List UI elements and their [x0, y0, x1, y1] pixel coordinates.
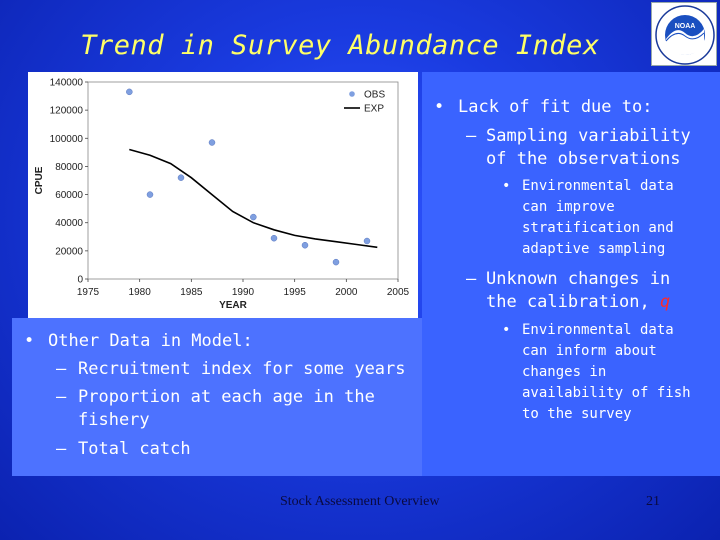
- legend-exp-label: EXP: [364, 104, 384, 115]
- obs-point: [177, 174, 185, 181]
- obs-point: [301, 241, 309, 249]
- sub2-line3: changes in: [522, 364, 607, 380]
- y-tick-label: 0: [77, 275, 83, 286]
- item2-marker: –: [56, 387, 67, 407]
- obs-point: [146, 191, 154, 198]
- item3-marker: –: [56, 439, 67, 459]
- item1-marker: –: [56, 359, 67, 379]
- right-bullet-marker: •: [434, 97, 445, 117]
- sub2-line5: to the survey: [522, 406, 632, 422]
- x-tick-label: 1985: [180, 287, 203, 298]
- legend-obs-marker: [349, 91, 355, 97]
- item1-line1: Recruitment index for some years: [78, 359, 406, 379]
- obs-point: [250, 213, 257, 221]
- item3-line1: Total catch: [78, 439, 191, 459]
- left-text-panel: • Other Data in Model: – Recruitment ind…: [12, 318, 422, 476]
- obs-point: [126, 88, 133, 96]
- obs-point: [208, 139, 216, 146]
- y-tick-label: 100000: [50, 134, 84, 145]
- y-tick-label: 20000: [55, 246, 83, 257]
- sub1-line1: Environmental data: [522, 178, 674, 194]
- obs-point: [363, 237, 371, 245]
- cpue-chart: 0 20000 40000 60000 80000 100000 120000 140000 1…: [28, 72, 418, 318]
- dash1-marker: –: [466, 126, 477, 146]
- dash1-line2: of the observations: [486, 149, 681, 169]
- plot-area: [87, 81, 399, 280]
- page-number: 21: [646, 494, 660, 509]
- x-tick-label: 1975: [77, 287, 100, 298]
- footer-title: Stock Assessment Overview: [280, 494, 440, 509]
- legend-obs-label: OBS: [364, 90, 385, 101]
- x-tick-label: 2000: [335, 287, 358, 298]
- sub1-line3: stratification and: [522, 220, 674, 236]
- slide-title: Trend in Survey Abundance Index: [80, 30, 600, 61]
- y-tick-label: 120000: [50, 106, 84, 117]
- sub2-marker: •: [502, 322, 511, 338]
- y-axis-label: CPUE: [34, 166, 45, 194]
- y-tick-label: 60000: [55, 190, 83, 201]
- item2-line1: Proportion at each age in the: [78, 387, 375, 407]
- x-tick-label: 1980: [129, 287, 152, 298]
- right-text-panel: • Lack of fit due to: – Sampling variabi…: [422, 72, 720, 476]
- sub1-marker: •: [502, 178, 511, 194]
- sub1-line2: can improve: [522, 199, 615, 215]
- obs-point: [270, 234, 278, 242]
- dash2-line1: Unknown changes in: [486, 269, 671, 289]
- noaa-logo: NOAA: [651, 2, 717, 66]
- y-tick-label: 80000: [55, 162, 83, 173]
- y-tick-label: 140000: [50, 78, 84, 89]
- left-bullet-text: Other Data in Model:: [48, 331, 253, 351]
- dash2-line2: the calibration, q: [486, 291, 670, 314]
- x-tick-label: 1995: [284, 287, 307, 298]
- exp-series-line: [129, 148, 378, 249]
- noaa-logo-text: NOAA: [675, 23, 696, 30]
- x-tick-label: 2005: [387, 287, 410, 298]
- q-symbol: q: [660, 292, 671, 312]
- dash2-marker: –: [466, 269, 477, 289]
- right-bullet-text: Lack of fit due to:: [458, 97, 653, 117]
- item2-line2: fishery: [78, 410, 150, 430]
- dash1-line1: Sampling variability: [486, 126, 691, 146]
- obs-point: [332, 258, 340, 266]
- left-bullet-marker: •: [24, 331, 35, 351]
- dash2-line2-text: the calibration,: [486, 292, 660, 312]
- sub2-line2: can inform about: [522, 343, 657, 359]
- x-tick-label: 1990: [232, 287, 255, 298]
- sub2-line4: availability of fish: [522, 385, 691, 401]
- sub1-line4: adaptive sampling: [522, 241, 666, 257]
- x-axis-label: YEAR: [219, 300, 248, 311]
- y-tick-label: 40000: [55, 218, 83, 229]
- chart-svg: 0 20000 40000 60000 80000 100000 120000 140000 1…: [34, 78, 410, 312]
- sub2-line1: Environmental data: [522, 322, 674, 338]
